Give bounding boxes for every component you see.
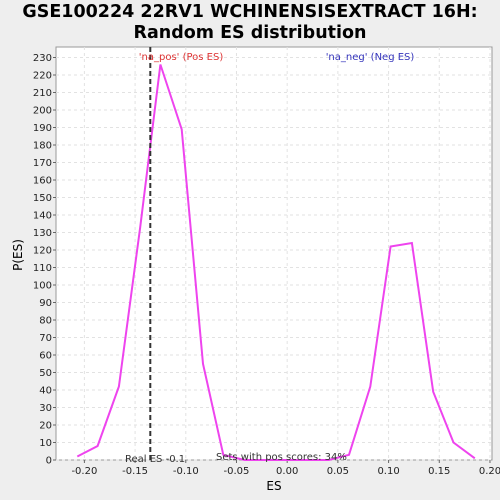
y-tick-label: 100 (33, 281, 52, 292)
y-axis: 0 10 20 30 40 50 60 70 80 90 100 110 120 130 140 150 160… (33, 53, 56, 467)
x-tick-label: 0.00 (276, 466, 298, 477)
neg-label: 'na_neg' (Neg ES) (326, 52, 415, 63)
x-tick-label: 0.05 (327, 466, 349, 477)
pos-label: 'na_pos' (Pos ES) (139, 52, 224, 63)
plot-area (55, 46, 493, 461)
y-tick-label: 10 (39, 438, 52, 449)
y-tick-label: 160 (33, 176, 52, 187)
y-tick-label: 110 (33, 263, 52, 274)
y-tick-label: 130 (33, 228, 52, 239)
series-line (76, 64, 476, 461)
x-tick-label: -0.15 (122, 466, 148, 477)
y-tick-label: 200 (33, 106, 52, 117)
y-tick-label: 90 (39, 298, 52, 309)
x-tick-label: 0.20 (479, 466, 500, 477)
x-axis-label: ES (266, 479, 281, 493)
y-tick-label: 70 (39, 333, 52, 344)
y-tick-label: 210 (33, 88, 52, 99)
x-axis: -0.20 -0.15 -0.10 -0.05 0.00 0.05 0.10 0.15 0.20 (71, 460, 500, 477)
title-line-1: GSE100224 22RV1 WCHINENSISEXTRACT 16H: (22, 2, 478, 22)
sets-label: Sets with pos scores: 34% (216, 452, 347, 463)
title-line-2: Random ES distribution (133, 23, 367, 43)
x-tick-label: -0.05 (224, 466, 250, 477)
y-tick-label: 170 (33, 158, 52, 169)
y-tick-label: 60 (39, 351, 52, 362)
y-tick-label: 50 (39, 368, 52, 379)
y-tick-label: 0 (46, 456, 52, 467)
y-tick-label: 230 (33, 53, 52, 64)
chart-title: GSE100224 22RV1 WCHINENSISEXTRACT 16H: R… (0, 2, 500, 44)
x-tick-label: -0.10 (173, 466, 199, 477)
x-tick-label: -0.20 (71, 466, 97, 477)
y-tick-label: 190 (33, 123, 52, 134)
grid (56, 47, 492, 461)
y-tick-label: 220 (33, 71, 52, 82)
real-es-label: Real ES -0.1 (125, 454, 185, 465)
y-tick-label: 180 (33, 141, 52, 152)
x-tick-label: 0.10 (377, 466, 399, 477)
y-axis-label: P(ES) (11, 239, 25, 271)
y-tick-label: 80 (39, 316, 52, 327)
y-tick-label: 150 (33, 193, 52, 204)
y-tick-label: 120 (33, 246, 52, 257)
y-tick-label: 30 (39, 403, 52, 414)
x-tick-label: 0.15 (428, 466, 450, 477)
y-tick-label: 20 (39, 421, 52, 432)
y-tick-label: 140 (33, 211, 52, 222)
y-tick-label: 40 (39, 386, 52, 397)
